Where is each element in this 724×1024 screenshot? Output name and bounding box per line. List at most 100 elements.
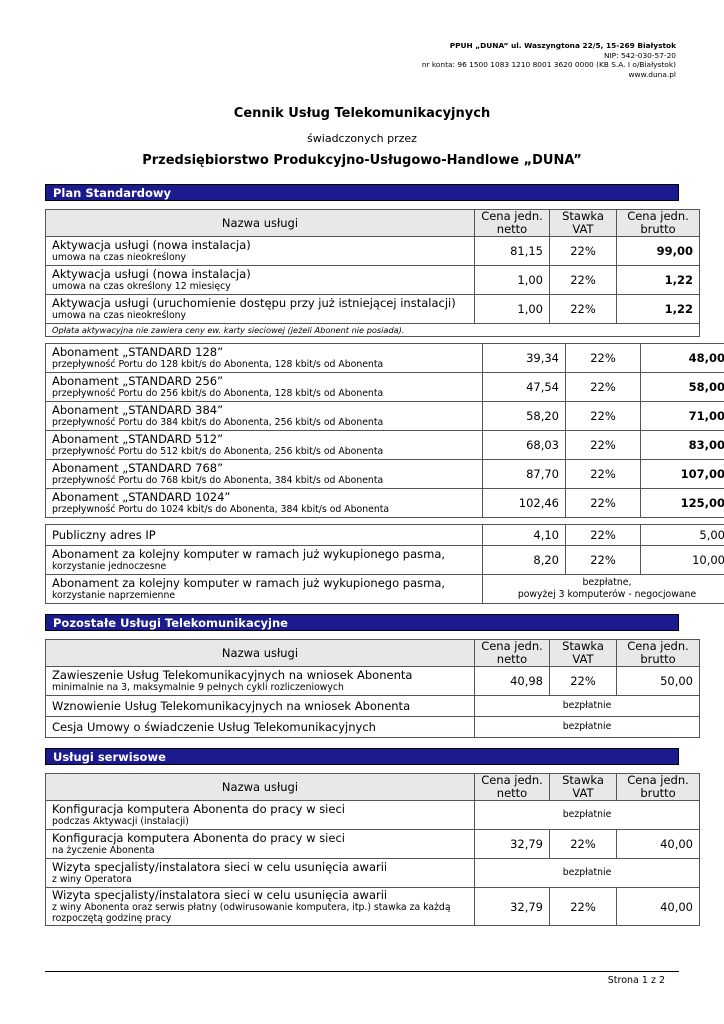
service-row: Wznowienie Usług Telekomunikacyjnych na … [45, 695, 700, 717]
section-title: Plan Standardowy [45, 184, 679, 201]
service-row: Abonament „STANDARD 128” przepływność Por… [45, 343, 724, 373]
service-detail: przepływność Portu do 384 kbit/s do Abon… [52, 417, 384, 428]
column-header: Cena jedn. brutto [616, 209, 700, 237]
service-name: Aktywacja usługi (uruchomienie dostępu p… [52, 296, 456, 310]
price-note: bezpłatnie [474, 800, 700, 830]
vat-rate: 22% [549, 236, 617, 266]
service-cell: Wizyta specjalisty/instalatora sieci w c… [45, 858, 475, 888]
company-name: Przedsiębiorstwo Produkcyjno-Usługowo-Ha… [142, 153, 582, 168]
service-row: Abonament „STANDARD 768” przepływność Por… [45, 459, 724, 489]
service-name: Abonament „STANDARD 128” [52, 345, 224, 359]
service-detail: minimalnie na 3, maksymalnie 9 pełnych c… [52, 682, 344, 693]
section: Pozostałe Usługi Telekomunikacyjne Nazwa … [45, 614, 700, 738]
service-cell: Wznowienie Usług Telekomunikacyjnych na … [45, 695, 475, 717]
vat-rate: 22% [549, 666, 617, 696]
net-price: 68,03 [482, 430, 566, 460]
service-row: Zawieszenie Usług Telekomunikacyjnych na… [45, 666, 700, 696]
footnote: Opłata aktywacyjna nie zawiera ceny ew. … [45, 323, 700, 337]
net-price: 4,10 [482, 524, 566, 546]
service-row: Abonament za kolejny komputer w ramach j… [45, 574, 724, 604]
vat-rate: 22% [549, 829, 617, 859]
net-price: 102,46 [482, 488, 566, 518]
header-line: nr konta: 96 1500 1083 1210 8001 3620 00… [421, 60, 676, 70]
service-cell: Abonament „STANDARD 512” przepływność Por… [45, 430, 483, 460]
service-row: Abonament „STANDARD 384” przepływność Por… [45, 401, 724, 431]
service-detail: przepływność Portu do 128 kbit/s do Abon… [52, 359, 384, 370]
price-note: bezpłatne, powyżej 3 komputerów - negocjo… [482, 574, 724, 604]
service-cell: Abonament „STANDARD 384” przepływność Por… [45, 401, 483, 431]
service-name: Wznowienie Usług Telekomunikacyjnych na … [52, 698, 411, 713]
service-row: Wizyta specjalisty/instalatora sieci w c… [45, 858, 700, 888]
service-name: Abonament za kolejny komputer w ramach j… [52, 547, 446, 561]
vat-rate: 22% [549, 265, 617, 295]
service-name: Zawieszenie Usług Telekomunikacyjnych na… [52, 668, 413, 682]
company-header: PPUH „DUNA” ul. Waszyngtona 22/5, 15-269… [422, 41, 676, 79]
service-name: Abonament za kolejny komputer w ramach j… [52, 576, 446, 590]
header-line: NIP: 542-030-57-20 [603, 50, 676, 60]
service-row: Aktywacja usługi (nowa instalacja) umowa … [45, 265, 700, 295]
gross-price: 99,00 [616, 236, 700, 266]
service-cell: Cesja Umowy o świadczenie Usług Telekomu… [45, 716, 475, 738]
net-price: 32,79 [474, 887, 550, 926]
vat-rate: 22% [565, 401, 641, 431]
service-cell: Publiczny adres IP [45, 524, 483, 546]
net-price: 81,15 [474, 236, 550, 266]
service-name: Wizyta specjalisty/instalatora sieci w c… [52, 860, 388, 874]
footer: Strona 1 z 2 [45, 971, 679, 986]
service-row: Cesja Umowy o świadczenie Usług Telekomu… [45, 716, 700, 738]
service-cell: Konfiguracja komputera Abonenta do pracy… [45, 829, 475, 859]
service-row: Konfiguracja komputera Abonenta do pracy… [45, 829, 700, 859]
price-note-line: bezpłatnie [562, 809, 612, 820]
service-row: Aktywacja usługi (nowa instalacja) umowa … [45, 236, 700, 266]
service-detail: korzystanie naprzemienne [52, 590, 176, 601]
service-name: Abonament „STANDARD 512” [52, 432, 224, 446]
service-cell: Abonament „STANDARD 768” przepływność Por… [45, 459, 483, 489]
service-cell: Aktywacja usługi (nowa instalacja) umowa … [45, 236, 475, 266]
service-cell: Abonament za kolejny komputer w ramach j… [45, 545, 483, 575]
column-header: Cena jedn. netto [474, 773, 550, 801]
column-header: Stawka VAT [549, 639, 617, 667]
service-cell: Abonament „STANDARD 128” przepływność Por… [45, 343, 483, 373]
service-detail: korzystanie jednoczesne [52, 561, 167, 572]
column-header: Cena jedn. netto [474, 639, 550, 667]
service-row: Abonament „STANDARD 1024” przepływność Po… [45, 488, 724, 518]
service-cell: Konfiguracja komputera Abonenta do pracy… [45, 800, 475, 830]
gross-price: 10,00 [640, 545, 724, 575]
service-detail: przepływność Portu do 512 kbit/s do Abon… [52, 446, 384, 457]
column-header: Nazwa usługi [45, 773, 475, 801]
service-cell: Wizyta specjalisty/instalatora sieci w c… [45, 887, 475, 926]
net-price: 39,34 [482, 343, 566, 373]
price-list: Plan Standardowy Nazwa usługi Cena jedn. n… [45, 184, 724, 936]
service-detail: przepływność Portu do 256 kbit/s do Abon… [52, 388, 384, 399]
service-name: Wizyta specjalisty/instalatora sieci w c… [52, 888, 388, 902]
price-note-line: bezpłatnie [562, 721, 612, 732]
gross-price: 58,00 [640, 372, 724, 402]
service-row: Abonament „STANDARD 512” przepływność Por… [45, 430, 724, 460]
footnote-row: Opłata aktywacyjna nie zawiera ceny ew. … [45, 323, 700, 337]
service-name: Abonament „STANDARD 768” [52, 461, 224, 475]
service-detail: umowa na czas określony 12 miesięcy [52, 281, 231, 292]
column-header: Nazwa usługi [45, 639, 475, 667]
vat-rate: 22% [565, 343, 641, 373]
price-note-line: powyżej 3 komputerów - negocjowane [517, 589, 697, 600]
price-table: Publiczny adres IP 4,10 22% 5,00 Abonament z… [45, 524, 724, 604]
price-table: Nazwa usługi Cena jedn. netto Stawka VAT Ce… [45, 773, 700, 926]
service-row: Wizyta specjalisty/instalatora sieci w c… [45, 887, 700, 926]
price-note: bezpłatnie [474, 695, 700, 717]
service-name: Konfiguracja komputera Abonenta do pracy… [52, 831, 345, 845]
vat-rate: 22% [565, 372, 641, 402]
gross-price: 50,00 [616, 666, 700, 696]
service-name: Abonament „STANDARD 1024” [52, 490, 231, 504]
price-note-line: bezpłatne, [582, 577, 632, 588]
column-header: Nazwa usługi [45, 209, 475, 237]
service-detail: umowa na czas nieokreślony [52, 310, 187, 321]
service-cell: Abonament „STANDARD 256” przepływność Por… [45, 372, 483, 402]
service-name: Konfiguracja komputera Abonenta do pracy… [52, 802, 345, 816]
document-title: Cennik Usług Telekomunikacyjnych [233, 106, 491, 121]
gross-price: 48,00 [640, 343, 724, 373]
net-price: 32,79 [474, 829, 550, 859]
price-table: Nazwa usługi Cena jedn. netto Stawka VAT Ce… [45, 639, 700, 738]
service-cell: Abonament „STANDARD 1024” przepływność Po… [45, 488, 483, 518]
gross-price: 5,00 [640, 524, 724, 546]
service-detail: z winy Abonenta oraz serwis płatny (odwi… [52, 902, 451, 924]
